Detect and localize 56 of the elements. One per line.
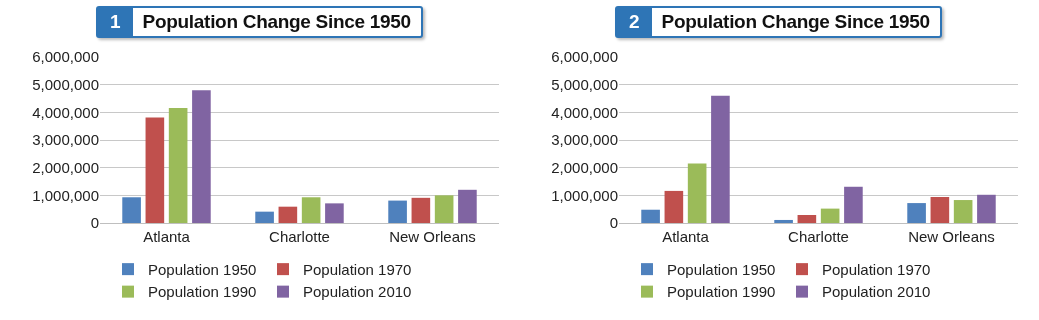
x-tick-label: Atlanta	[662, 228, 710, 245]
text: 1	[98, 8, 133, 36]
bar	[145, 117, 165, 223]
chart-title: Population Change Since 1950	[660, 10, 931, 34]
y-tick-label: 1,000,000	[32, 186, 99, 204]
bar	[278, 206, 298, 223]
bar	[907, 203, 926, 223]
y-tick-label: 0	[90, 214, 99, 232]
bar	[977, 194, 996, 223]
legend-label: Population 1990	[147, 283, 257, 301]
bar	[192, 90, 211, 223]
bar	[953, 200, 973, 223]
legend-label: Population 2010	[821, 283, 931, 301]
bar	[301, 197, 321, 223]
bar	[458, 189, 477, 223]
legend-label: Population 2010	[302, 283, 412, 301]
bar	[434, 195, 454, 223]
legend-label: Population 1950	[666, 260, 776, 278]
y-tick-label: 0	[609, 214, 618, 232]
legend-label: Population 1970	[302, 260, 412, 278]
y-tick-label: 3,000,000	[32, 131, 99, 149]
legend-label: Population 1950	[147, 260, 257, 278]
bar	[325, 203, 344, 223]
y-tick-label: 5,000,000	[551, 75, 618, 93]
bar	[255, 211, 274, 223]
bar	[797, 214, 817, 223]
bar	[820, 208, 840, 223]
y-tick-label: 5,000,000	[32, 75, 99, 93]
x-tick-label: New Orleans	[389, 228, 476, 245]
x-tick-label: New Orleans	[908, 228, 995, 245]
chart-title: Population Change Since 1950	[141, 10, 412, 34]
bar	[687, 163, 707, 223]
legend-label: Population 1970	[821, 260, 931, 278]
y-tick-label: 1,000,000	[551, 186, 618, 204]
bar	[122, 197, 141, 223]
bar	[930, 196, 950, 223]
legend-label: Population 1990	[666, 283, 776, 301]
bar	[411, 197, 431, 223]
bar	[664, 190, 684, 223]
bar	[774, 219, 793, 223]
y-tick-label: 2,000,000	[551, 158, 618, 176]
bar	[844, 186, 863, 223]
bar	[168, 107, 188, 223]
x-tick-label: Charlotte	[788, 228, 849, 245]
x-tick-label: Charlotte	[269, 228, 330, 245]
y-tick-label: 3,000,000	[551, 131, 618, 149]
x-tick-label: Atlanta	[143, 228, 191, 245]
text: 2	[617, 8, 652, 36]
y-tick-label: 4,000,000	[32, 103, 99, 121]
y-tick-label: 4,000,000	[551, 103, 618, 121]
bar	[711, 95, 730, 223]
bar	[641, 209, 660, 223]
y-tick-label: 6,000,000	[32, 48, 99, 66]
y-tick-label: 2,000,000	[32, 158, 99, 176]
y-tick-label: 6,000,000	[551, 48, 618, 66]
bar	[388, 200, 407, 223]
